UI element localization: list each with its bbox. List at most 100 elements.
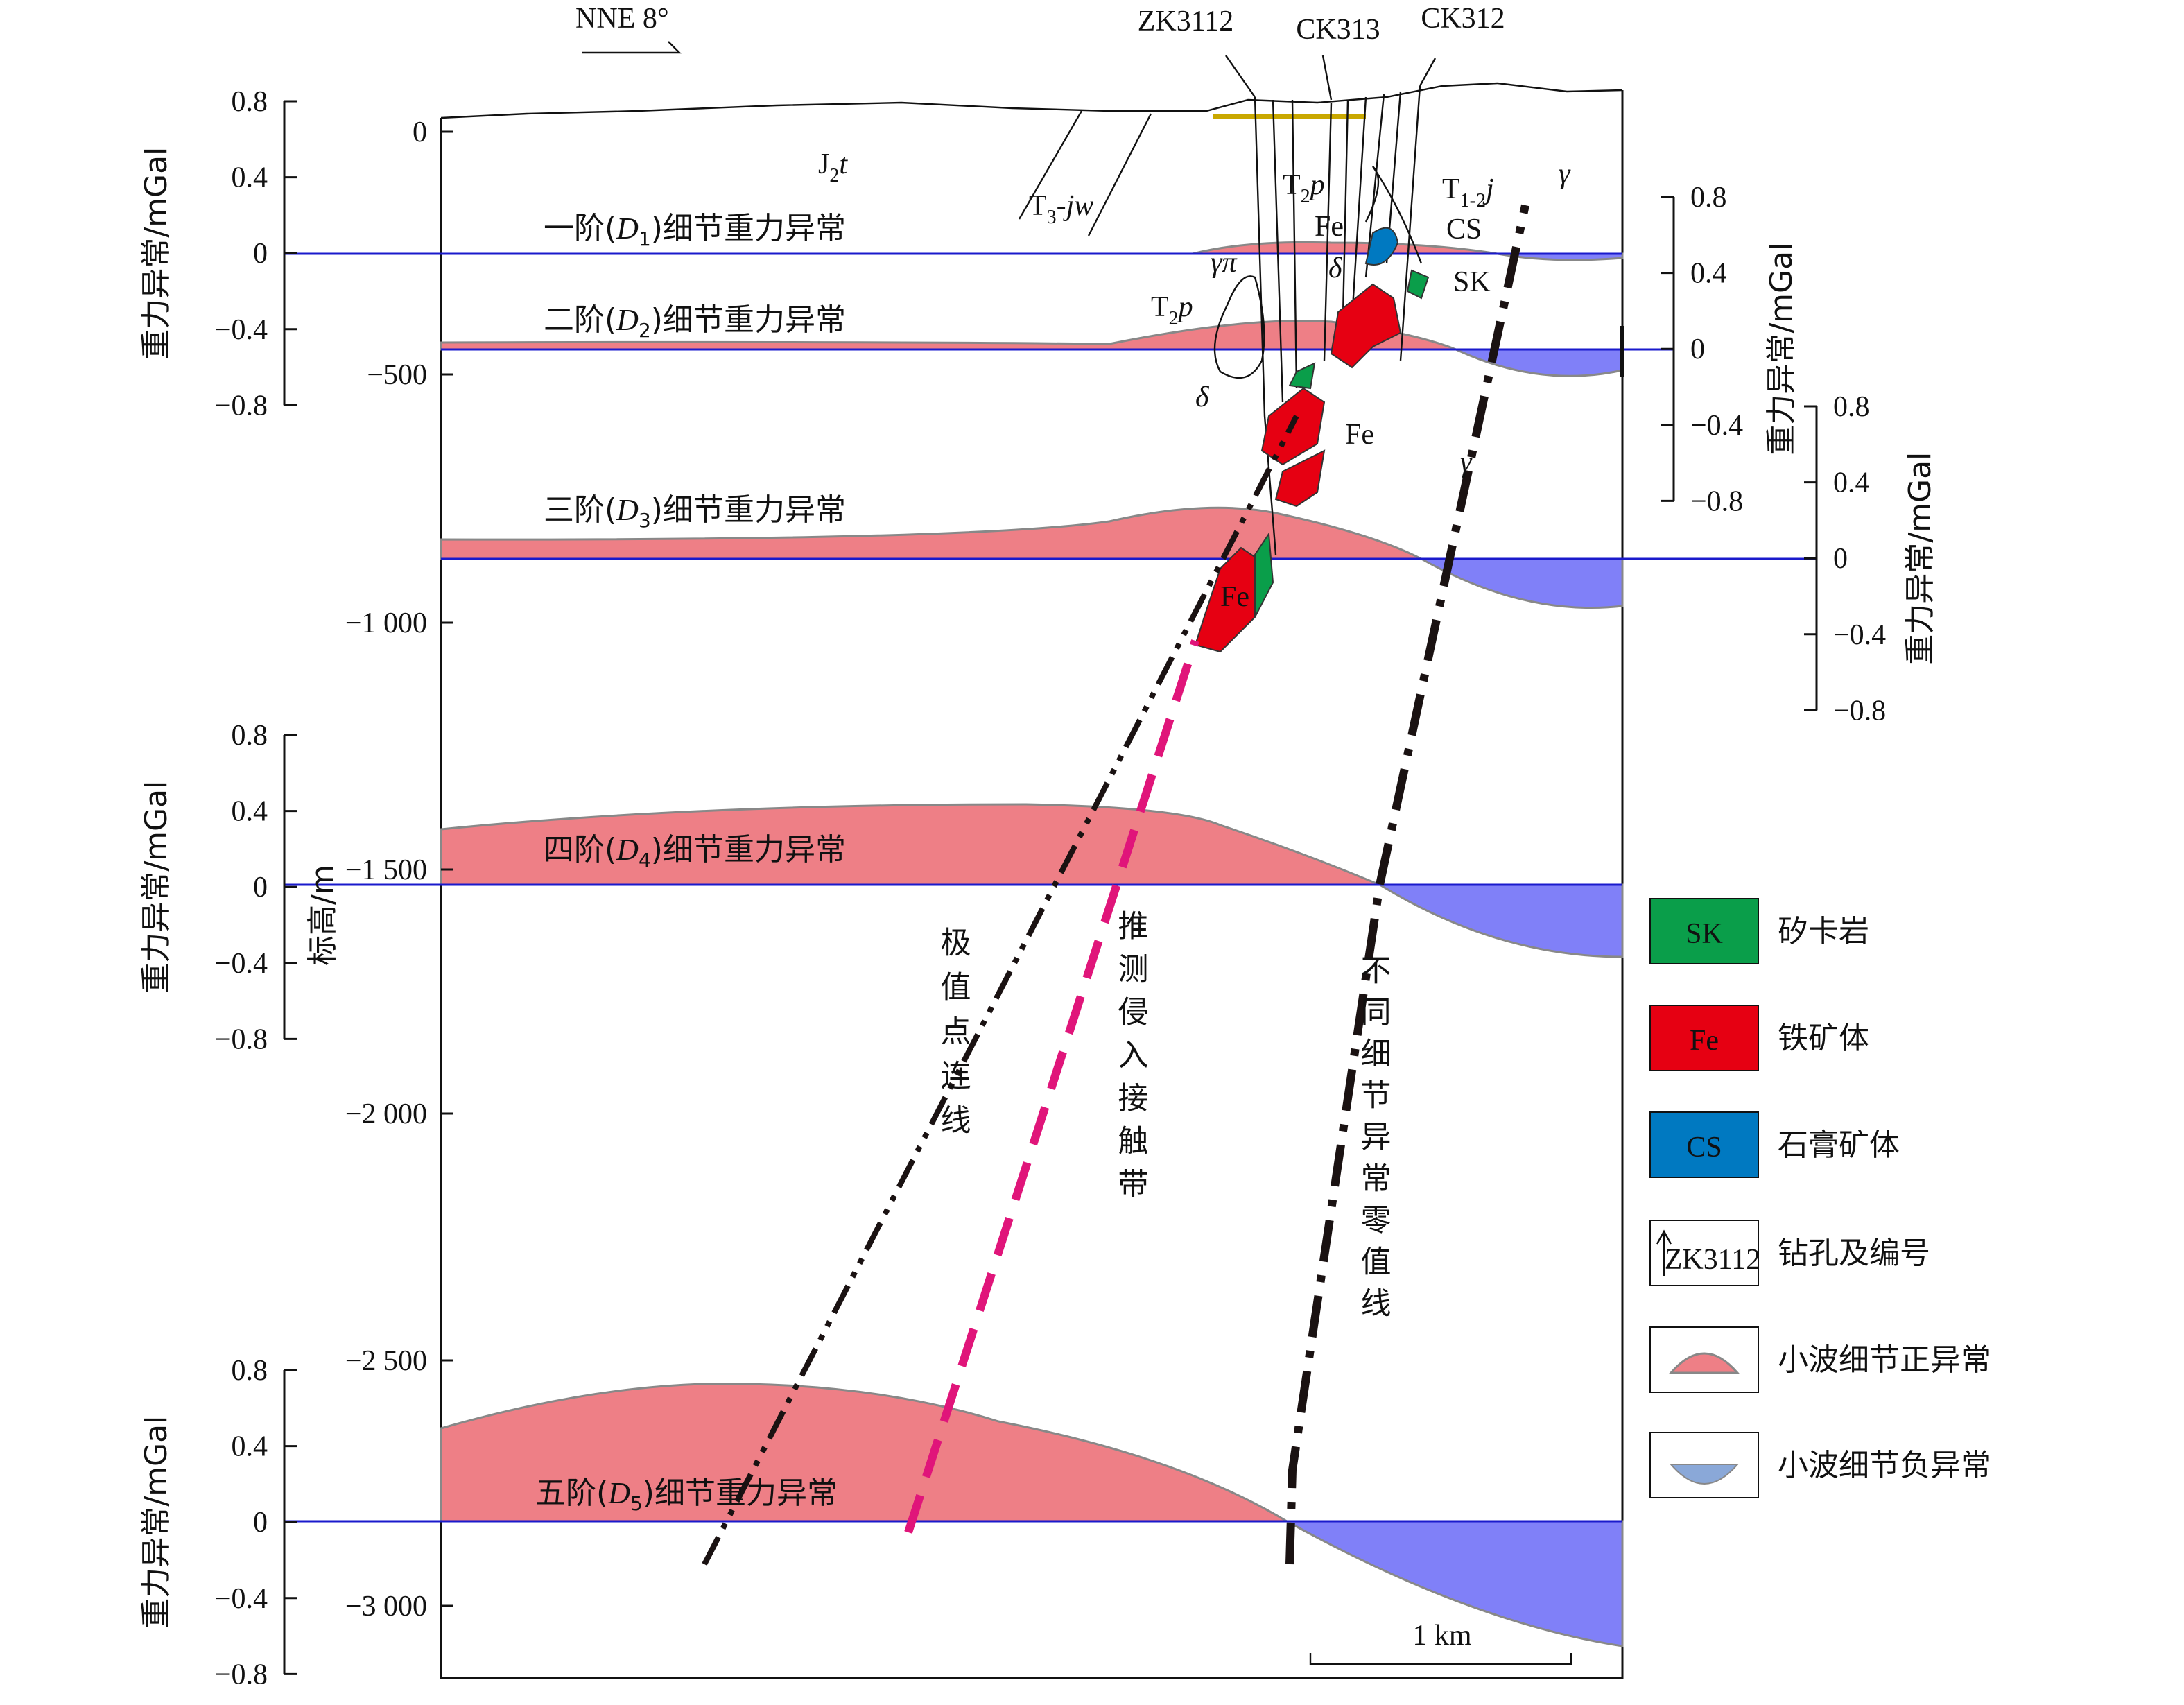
intrusion-outline [1213,166,1423,379]
stratum-base: J [818,148,829,180]
gravity-tick-label: 0.4 [1833,467,1870,499]
gravity-tick-label: 0.4 [232,162,268,194]
stratum-label: T3-jw [1029,190,1093,228]
stratum-tail: p [1308,169,1325,201]
stratum-tail: -jw [1057,190,1094,222]
stratum-sub: 3 [1047,207,1057,228]
stratum-base: T [1151,291,1169,323]
anomaly-label-part: )细节重力异常 [651,492,846,528]
anomaly-label-symbol: D [616,833,639,867]
line-label: 极值点连线 [935,926,971,1148]
line-label: 推测侵入接触带 [1113,910,1149,1211]
anomaly-label-part: 三阶( [544,492,616,528]
gravity-tick-label: −0.8 [1833,695,1886,727]
intrusion-contact-line [904,639,1199,1534]
extremum-line [702,415,1299,1566]
gravity-tick-label: −0.4 [215,314,268,346]
anomaly-d5-positive [440,1383,1291,1523]
gravity-tick-label: 0.4 [232,1431,268,1463]
gravity-tick-label: −0.4 [215,948,268,980]
anomaly-label: 五阶(D5)细节重力异常 [535,1475,838,1515]
topography [440,82,1623,119]
stratum-base: T [1029,190,1047,222]
zero-value-line [1285,204,1529,1565]
anomaly-label-part: )细节重力异常 [651,211,846,246]
rock-label: δ [1195,381,1210,413]
borehole-label: CK313 [1296,14,1380,46]
rock-label: Fe [1220,581,1249,613]
stratum-tail: j [1482,173,1494,205]
anomaly-label: 二阶(D2)细节重力异常 [544,302,846,342]
anomaly-d4-positive [440,803,1380,886]
anomaly-d2-negative [1455,348,1624,377]
legend-label: 铁矿体 [1778,1021,1869,1056]
legend-label: 钻孔及编号 [1778,1236,1930,1271]
gravity-tick-label: 0 [1690,334,1705,365]
rock-label: γ [1460,447,1473,478]
legend-positive-icon [1668,1352,1740,1374]
gravity-tick-label: 0 [1833,543,1848,575]
gravity-tick-label: −0.8 [215,390,268,422]
anomaly-label-sub: 1 [639,227,651,250]
gravity-axis-title: 重力异常/mGal [139,1416,174,1629]
legend-label: 小波细节正异常 [1778,1342,1991,1378]
anomaly-label: 三阶(D3)细节重力异常 [544,492,846,532]
anomaly-d3-positive [440,506,1422,560]
anomaly-d5-negative [1286,1520,1624,1647]
ore-body [1194,546,1263,653]
ore-body [1330,283,1402,369]
skarn-body [1254,532,1274,618]
legend-label: 小波细节负异常 [1778,1448,1991,1483]
rock-label: Fe [1345,419,1374,451]
anomaly-label-symbol: D [616,493,639,527]
stratum-label: T2p [1283,169,1325,207]
legend-label: 石膏矿体 [1778,1127,1900,1163]
anomaly-label-part: )细节重力异常 [651,832,846,867]
scale-bar-label: 1 km [1412,1620,1472,1652]
gravity-axis-title: 重力异常/mGal [1903,452,1938,665]
gravity-tick-label: 0.8 [1833,391,1870,423]
anomaly-label-symbol: D [616,211,639,245]
elevation-tick-label: −2 500 [345,1345,427,1377]
anomaly-label-symbol: D [607,1476,630,1510]
anomaly-label-part: 四阶( [544,832,616,867]
anomaly-label-sub: 5 [630,1492,643,1515]
gravity-tick-label: −0.4 [1690,410,1743,442]
stratum-tail: t [839,148,848,180]
legend-symbol: Fe [1690,1025,1719,1057]
borehole-label: ZK3112 [1138,6,1233,37]
rock-label: Fe [1315,211,1344,243]
elevation-tick-label: −2 000 [345,1098,427,1130]
anomaly-label: 一阶(D1)细节重力异常 [544,211,846,250]
elevation-tick-label: −500 [367,359,427,391]
gravity-tick-label: 0.4 [232,796,268,828]
stratum-tail: p [1177,291,1193,323]
gravity-axis-title: 重力异常/mGal [139,781,174,994]
legend-symbol: CS [1686,1132,1722,1163]
gravity-tick-label: −0.8 [215,1659,268,1690]
gravity-axis-title: 重力异常/mGal [1764,243,1799,456]
stratum-label: J2t [818,148,848,187]
gravity-tick-label: 0.8 [232,720,268,752]
legend-swatch [1649,1005,1759,1071]
gravity-tick-label: 0 [253,238,268,270]
borehole-label: CK312 [1421,3,1505,35]
legend-swatch [1649,898,1759,964]
anomaly-d4-negative [1376,883,1624,958]
gypsum-body [1364,227,1399,266]
stratum-sub: 1-2 [1460,190,1486,211]
rock-label: δ [1328,252,1343,284]
scale-bar [1309,1653,1572,1665]
gravity-tick-label: 0.4 [1690,258,1727,290]
anomaly-label: 四阶(D4)细节重力异常 [544,832,846,872]
stratum-sub: 2 [829,165,839,187]
rock-label: SK [1453,266,1491,298]
rock-label: CS [1446,214,1482,245]
gravity-tick-label: −0.8 [1690,485,1743,517]
anomaly-label-part: )细节重力异常 [643,1475,838,1511]
rock-label: γπ [1211,247,1238,279]
orientation: NNE 8° [575,3,669,35]
anomaly-label-part: 一阶( [544,211,616,246]
anomaly-label-part: )细节重力异常 [651,302,846,338]
